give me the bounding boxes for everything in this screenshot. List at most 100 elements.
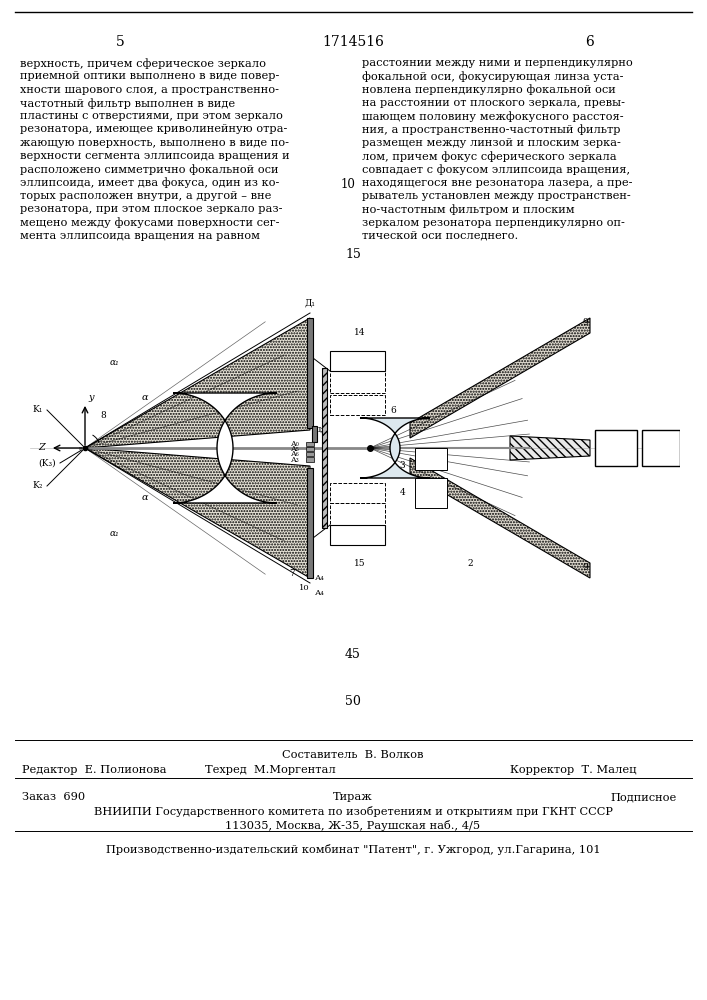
Text: мента эллипсоида вращения на равном: мента эллипсоида вращения на равном <box>20 231 260 241</box>
Text: находящегося вне резонатора лазера, а пре-: находящегося вне резонатора лазера, а пр… <box>362 178 633 188</box>
Text: А₅: А₅ <box>291 445 300 453</box>
Text: α₁: α₁ <box>110 358 120 367</box>
Text: Д₁: Д₁ <box>305 298 315 307</box>
Text: А₃: А₃ <box>291 456 300 464</box>
Bar <box>330 503 385 525</box>
Text: 5: 5 <box>116 35 124 49</box>
Text: 2: 2 <box>467 558 473 568</box>
Text: расположено симметрично фокальной оси: расположено симметрично фокальной оси <box>20 164 279 175</box>
Text: фокальной оси, фокусирующая линза уста-: фокальной оси, фокусирующая линза уста- <box>362 71 624 82</box>
Text: 10: 10 <box>298 584 310 592</box>
Bar <box>330 483 385 503</box>
Text: верхность, причем сферическое зеркало: верхность, причем сферическое зеркало <box>20 58 266 69</box>
Polygon shape <box>360 418 430 478</box>
Text: Z: Z <box>39 444 45 452</box>
Text: 13: 13 <box>655 444 667 452</box>
Text: хности шарового слоя, а пространственно-: хности шарового слоя, а пространственно- <box>20 85 279 95</box>
Text: 6: 6 <box>585 35 595 49</box>
Text: (K₃): (K₃) <box>38 458 56 468</box>
Text: 7: 7 <box>289 568 295 578</box>
Text: Редактор  Е. Полионова: Редактор Е. Полионова <box>22 765 167 775</box>
Bar <box>307 468 313 578</box>
Text: 113035, Москва, Ж-35, Раушская наб., 4/5: 113035, Москва, Ж-35, Раушская наб., 4/5 <box>226 820 481 831</box>
Text: Техред  М.Моргентал: Техред М.Моргентал <box>204 765 335 775</box>
Text: Заказ  690: Заказ 690 <box>22 792 85 802</box>
Text: шающем половину межфокусного расстоя-: шающем половину межфокусного расстоя- <box>362 111 624 122</box>
Text: жающую поверхность, выполнено в виде по-: жающую поверхность, выполнено в виде по- <box>20 138 289 148</box>
Text: 9: 9 <box>582 318 588 327</box>
Text: Д₂: Д₂ <box>315 426 325 434</box>
Text: 15: 15 <box>354 558 366 568</box>
Text: Тираж: Тираж <box>333 792 373 802</box>
Text: 10: 10 <box>341 178 356 191</box>
Text: 6: 6 <box>390 406 396 415</box>
Text: 15: 15 <box>345 248 361 261</box>
Text: K₂: K₂ <box>33 482 43 490</box>
Text: 14: 14 <box>354 328 366 337</box>
Text: пластины с отверстиями, при этом зеркало: пластины с отверстиями, при этом зеркало <box>20 111 283 121</box>
Text: расстоянии между ними и перпендикулярно: расстоянии между ними и перпендикулярно <box>362 58 633 68</box>
Text: 4: 4 <box>399 488 405 497</box>
Polygon shape <box>410 318 590 438</box>
Text: А₀: А₀ <box>291 440 300 448</box>
Text: 9: 9 <box>582 564 588 572</box>
Text: мещено между фокусами поверхности сег-: мещено между фокусами поверхности сег- <box>20 218 279 228</box>
Polygon shape <box>85 318 310 448</box>
Bar <box>415 478 447 508</box>
Bar <box>312 426 317 442</box>
Text: K₁: K₁ <box>33 405 43 414</box>
Bar <box>642 430 680 466</box>
Text: резонатора, при этом плоское зеркало раз-: резонатора, при этом плоское зеркало раз… <box>20 204 283 214</box>
Text: Подписное: Подписное <box>610 792 677 802</box>
Text: на расстоянии от плоского зеркала, превы-: на расстоянии от плоского зеркала, превы… <box>362 98 625 108</box>
Bar <box>415 448 447 470</box>
Text: А₄: А₄ <box>315 589 325 597</box>
Text: частотный фильтр выполнен в виде: частотный фильтр выполнен в виде <box>20 98 235 109</box>
Text: зеркалом резонатора перпендикулярно оп-: зеркалом резонатора перпендикулярно оп- <box>362 218 625 228</box>
Bar <box>595 430 637 466</box>
Polygon shape <box>410 458 590 578</box>
Bar <box>330 395 385 415</box>
Text: 50: 50 <box>345 695 361 708</box>
Text: α: α <box>141 393 148 402</box>
Text: α: α <box>141 493 148 502</box>
Bar <box>330 371 385 393</box>
Text: ния, а пространственно-частотный фильтр: ния, а пространственно-частотный фильтр <box>362 124 621 135</box>
Bar <box>306 442 314 446</box>
Text: 8: 8 <box>100 411 106 420</box>
Text: 1714516: 1714516 <box>322 35 384 49</box>
Text: α₁: α₁ <box>110 528 120 538</box>
Text: лом, причем фокус сферического зеркала: лом, причем фокус сферического зеркала <box>362 151 617 162</box>
Text: верхности сегмента эллипсоида вращения и: верхности сегмента эллипсоида вращения и <box>20 151 290 161</box>
Polygon shape <box>173 393 277 503</box>
Bar <box>330 525 385 545</box>
Text: тической оси последнего.: тической оси последнего. <box>362 231 518 241</box>
Text: Производственно-издательский комбинат "Патент", г. Ужгород, ул.Гагарина, 101: Производственно-издательский комбинат "П… <box>105 844 600 855</box>
Text: приемной оптики выполнено в виде повер-: приемной оптики выполнено в виде повер- <box>20 71 279 81</box>
Text: эллипсоида, имеет два фокуса, один из ко-: эллипсоида, имеет два фокуса, один из ко… <box>20 178 279 188</box>
Text: резонатора, имеющее криволинейную отра-: резонатора, имеющее криволинейную отра- <box>20 124 287 134</box>
Polygon shape <box>510 436 590 460</box>
Text: 45: 45 <box>345 648 361 661</box>
Text: новлена перпендикулярно фокальной оси: новлена перпендикулярно фокальной оси <box>362 85 616 95</box>
Bar <box>306 447 314 451</box>
Bar <box>306 457 314 462</box>
Polygon shape <box>85 448 310 578</box>
Text: А₆: А₆ <box>291 450 300 458</box>
Bar <box>306 452 314 456</box>
Text: y: y <box>88 393 94 402</box>
Text: рыватель установлен между пространствен-: рыватель установлен между пространствен- <box>362 191 631 201</box>
Bar <box>330 351 385 371</box>
Bar <box>322 368 327 528</box>
Text: но-частотным фильтром и плоским: но-частотным фильтром и плоским <box>362 204 575 215</box>
Bar <box>307 318 313 428</box>
Text: А₄: А₄ <box>315 574 325 582</box>
Text: размещен между линзой и плоским зерка-: размещен между линзой и плоским зерка- <box>362 138 621 148</box>
Text: ВНИИПИ Государственного комитета по изобретениям и открытиям при ГКНТ СССР: ВНИИПИ Государственного комитета по изоб… <box>93 806 612 817</box>
Text: 3: 3 <box>399 462 405 471</box>
Text: 1: 1 <box>334 534 340 542</box>
Text: Составитель  В. Волков: Составитель В. Волков <box>282 750 423 760</box>
Text: совпадает с фокусом эллипсоида вращения,: совпадает с фокусом эллипсоида вращения, <box>362 164 630 175</box>
Text: 12: 12 <box>609 444 622 452</box>
Text: торых расположен внутри, а другой – вне: торых расположен внутри, а другой – вне <box>20 191 271 201</box>
